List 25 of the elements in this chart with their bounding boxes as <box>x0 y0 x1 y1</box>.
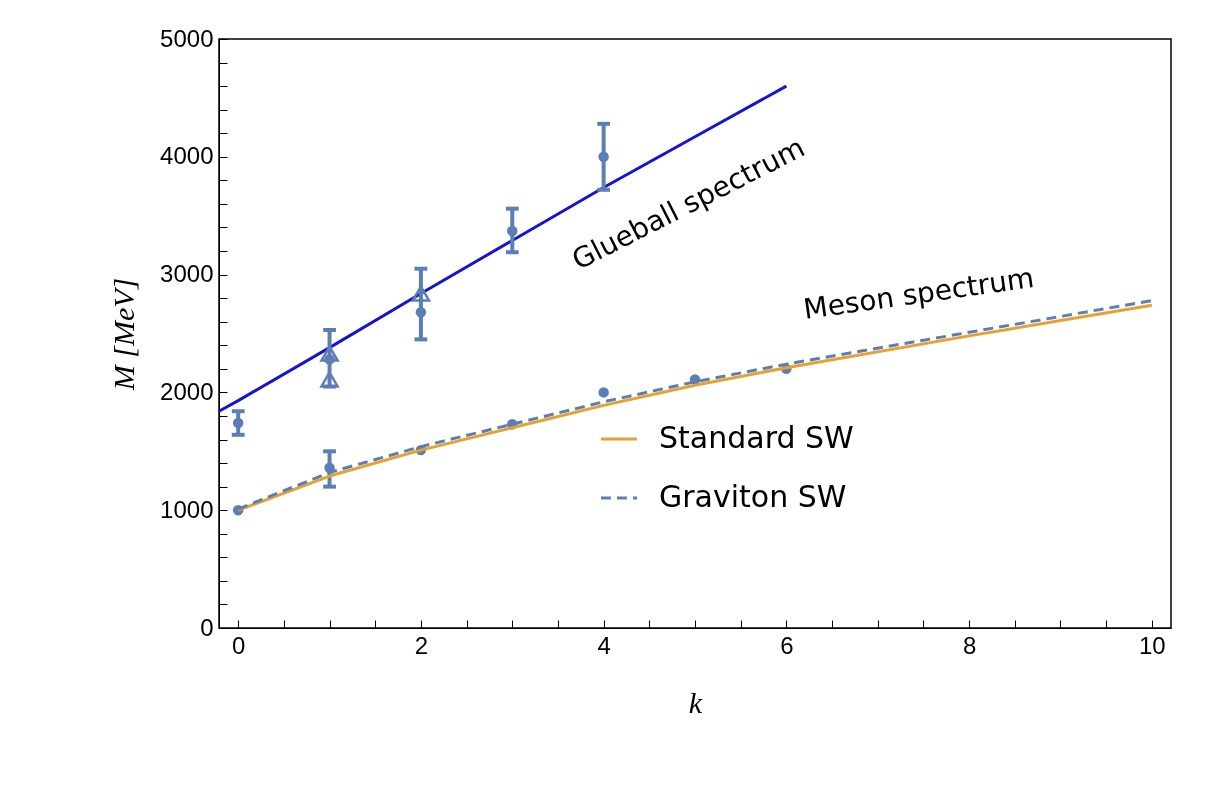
point <box>598 387 609 398</box>
x-tick-label: 6 <box>780 631 794 659</box>
point <box>415 307 427 318</box>
x-tick-label: 10 <box>1138 631 1166 659</box>
point <box>507 225 518 237</box>
x-tick-label: 8 <box>962 631 977 659</box>
y-axis-title: M [MeV] <box>107 277 141 392</box>
point <box>411 285 431 302</box>
y-tick-label: 4000 <box>160 142 214 170</box>
point <box>232 417 244 429</box>
x-axis-title: k <box>688 685 703 719</box>
y-tick-label: 2000 <box>160 377 214 405</box>
point <box>320 371 339 388</box>
y-tick-label: 1000 <box>160 495 214 523</box>
legend-label: Graviton SW <box>659 479 847 514</box>
legend-label: Standard SW <box>659 420 854 455</box>
y-tick-label: 5000 <box>160 24 214 52</box>
x-tick-label: 4 <box>597 631 611 659</box>
point <box>598 151 609 163</box>
y-tick-label: 3000 <box>160 260 214 288</box>
x-tick-label: 2 <box>414 631 429 659</box>
point <box>320 345 339 362</box>
x-tick-label: 0 <box>232 631 246 659</box>
y-tick-label: 0 <box>200 613 214 641</box>
annotation: Meson spectrum <box>801 261 1037 327</box>
